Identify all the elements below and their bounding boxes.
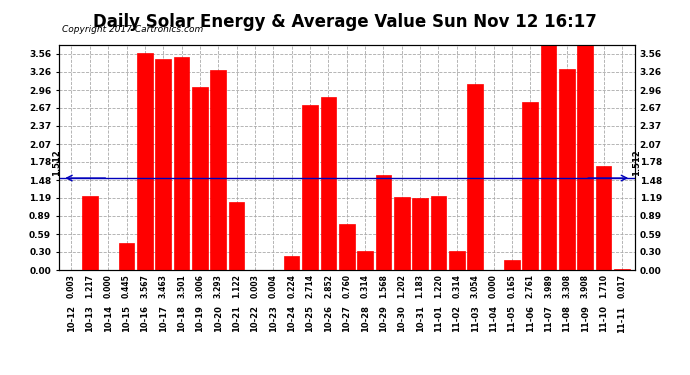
Text: 0.003: 0.003 bbox=[67, 274, 76, 298]
Bar bbox=[210, 70, 226, 270]
Text: Copyright 2017 Cartronics.com: Copyright 2017 Cartronics.com bbox=[62, 25, 204, 34]
Bar bbox=[155, 59, 171, 270]
Text: 1.122: 1.122 bbox=[232, 274, 241, 298]
Bar bbox=[375, 175, 391, 270]
Bar bbox=[413, 198, 428, 270]
Text: 1.512: 1.512 bbox=[632, 150, 641, 176]
Text: 3.308: 3.308 bbox=[562, 274, 571, 298]
Text: 0.017: 0.017 bbox=[618, 274, 627, 298]
Bar bbox=[559, 69, 575, 270]
Text: 2.761: 2.761 bbox=[526, 274, 535, 298]
Text: 3.567: 3.567 bbox=[140, 274, 150, 298]
Bar bbox=[504, 260, 520, 270]
Bar bbox=[174, 57, 189, 270]
Bar bbox=[578, 32, 593, 270]
Bar bbox=[82, 196, 98, 270]
Text: 0.004: 0.004 bbox=[269, 274, 278, 298]
Bar bbox=[449, 251, 464, 270]
Text: Daily Solar Energy & Average Value Sun Nov 12 16:17: Daily Solar Energy & Average Value Sun N… bbox=[93, 13, 597, 31]
Bar bbox=[357, 251, 373, 270]
Bar bbox=[394, 197, 410, 270]
Text: 3.501: 3.501 bbox=[177, 274, 186, 298]
Text: 1.568: 1.568 bbox=[379, 274, 388, 298]
Bar bbox=[614, 269, 630, 270]
Bar bbox=[541, 27, 556, 270]
Text: 3.989: 3.989 bbox=[544, 274, 553, 298]
Bar bbox=[119, 243, 135, 270]
Text: 3.463: 3.463 bbox=[159, 274, 168, 298]
Bar bbox=[302, 105, 318, 270]
Text: 0.000: 0.000 bbox=[489, 274, 498, 298]
Text: 2.714: 2.714 bbox=[306, 274, 315, 298]
Text: 1.217: 1.217 bbox=[86, 274, 95, 298]
Text: 2.852: 2.852 bbox=[324, 274, 333, 298]
Bar bbox=[284, 256, 299, 270]
Text: 0.760: 0.760 bbox=[342, 274, 351, 298]
Text: 3.054: 3.054 bbox=[471, 274, 480, 298]
Text: 1.512: 1.512 bbox=[52, 150, 61, 176]
Bar bbox=[192, 87, 208, 270]
Bar bbox=[431, 196, 446, 270]
Bar bbox=[339, 224, 355, 270]
Text: 3.908: 3.908 bbox=[581, 274, 590, 298]
Text: 1.183: 1.183 bbox=[415, 274, 424, 298]
Text: 0.314: 0.314 bbox=[361, 274, 370, 298]
Bar bbox=[229, 202, 244, 270]
Text: 0.000: 0.000 bbox=[104, 274, 112, 298]
Text: 0.314: 0.314 bbox=[453, 274, 462, 298]
Bar bbox=[522, 102, 538, 270]
Text: 0.165: 0.165 bbox=[507, 274, 516, 298]
Text: 0.445: 0.445 bbox=[122, 274, 131, 298]
Bar bbox=[595, 166, 611, 270]
Text: 1.220: 1.220 bbox=[434, 274, 443, 298]
Bar bbox=[321, 97, 336, 270]
Text: 3.006: 3.006 bbox=[195, 274, 204, 298]
Bar bbox=[137, 53, 152, 270]
Text: 1.710: 1.710 bbox=[599, 274, 608, 298]
Text: 1.202: 1.202 bbox=[397, 274, 406, 298]
Text: 3.293: 3.293 bbox=[214, 274, 223, 298]
Text: 0.003: 0.003 bbox=[250, 274, 259, 298]
Text: 0.224: 0.224 bbox=[287, 274, 296, 298]
Bar bbox=[467, 84, 483, 270]
